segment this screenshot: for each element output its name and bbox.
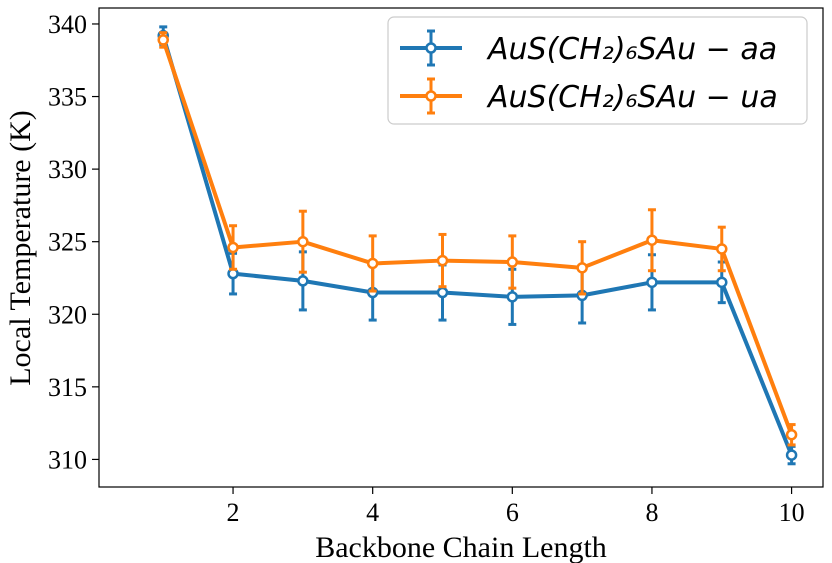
x-axis-label: Backbone Chain Length — [315, 531, 607, 563]
data-point — [716, 243, 728, 255]
legend-label: AuS(CH₂)₆SAu − aa — [486, 32, 777, 67]
x-tick-label: 4 — [366, 498, 379, 527]
data-point — [785, 449, 798, 461]
data-point — [297, 235, 309, 248]
data-point — [366, 257, 379, 270]
data-point — [576, 262, 588, 274]
data-point — [157, 34, 169, 46]
plot-frame — [98, 7, 824, 488]
data-point — [506, 291, 519, 303]
legend-marker — [425, 90, 437, 102]
x-axis: 2 4 6 8 10 — [227, 487, 805, 527]
data-point — [436, 254, 449, 267]
y-tick-label: 310 — [48, 445, 87, 474]
x-tick-label: 8 — [645, 498, 658, 527]
series-line — [161, 39, 794, 436]
y-tick-label: 340 — [48, 10, 87, 39]
data-point — [227, 241, 239, 254]
legend: AuS(CH₂)₆SAu − aa AuS(CH₂)₆SAu − ua — [387, 16, 808, 125]
legend-entry: AuS(CH₂)₆SAu − aa — [400, 29, 777, 67]
data-point — [646, 276, 658, 289]
series-ua — [157, 31, 798, 447]
series-line — [161, 35, 794, 456]
legend-entry: AuS(CH₂)₆SAu − ua — [400, 77, 778, 115]
data-point — [506, 256, 519, 268]
data-point — [716, 276, 728, 289]
y-axis-label: Local Temperature (K) — [4, 110, 37, 386]
x-tick-label: 6 — [506, 498, 519, 527]
data-point — [785, 428, 798, 441]
legend-label: AuS(CH₂)₆SAu − ua — [486, 80, 778, 115]
data-point — [436, 286, 449, 299]
data-point — [297, 275, 309, 287]
y-tick-label: 315 — [48, 373, 87, 402]
series-layer — [157, 25, 798, 466]
data-point — [646, 234, 658, 246]
y-tick-label: 320 — [48, 300, 87, 329]
legend-frame — [387, 16, 808, 125]
y-tick-label: 335 — [48, 83, 87, 112]
y-tick-label: 325 — [48, 228, 87, 257]
y-tick-label: 330 — [48, 155, 87, 184]
legend-marker — [425, 42, 437, 54]
y-axis: 310 315 320 325 330 335 340 — [48, 10, 99, 474]
x-tick-label: 10 — [779, 498, 805, 527]
x-tick-label: 2 — [227, 498, 240, 527]
